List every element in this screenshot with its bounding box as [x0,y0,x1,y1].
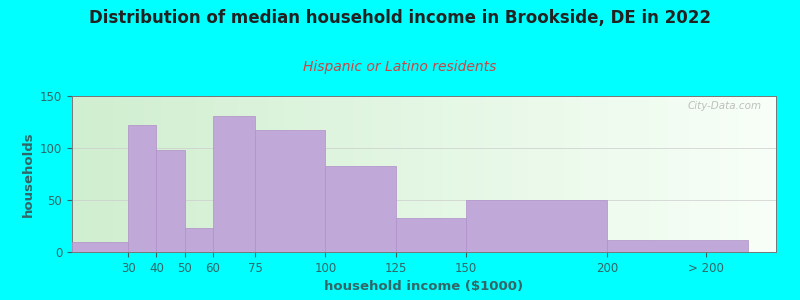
Text: Hispanic or Latino residents: Hispanic or Latino residents [303,60,497,74]
Bar [157,150,185,252]
Bar [128,125,157,252]
Bar [213,116,255,252]
Bar [185,228,213,252]
Bar [255,130,326,252]
Text: Distribution of median household income in Brookside, DE in 2022: Distribution of median household income … [89,9,711,27]
Text: City-Data.com: City-Data.com [688,101,762,111]
Bar [396,218,466,252]
Bar [607,239,748,252]
Bar [72,242,128,252]
X-axis label: household income ($1000): household income ($1000) [325,280,523,293]
Bar [466,200,607,252]
Y-axis label: households: households [22,131,34,217]
Bar [326,166,396,252]
